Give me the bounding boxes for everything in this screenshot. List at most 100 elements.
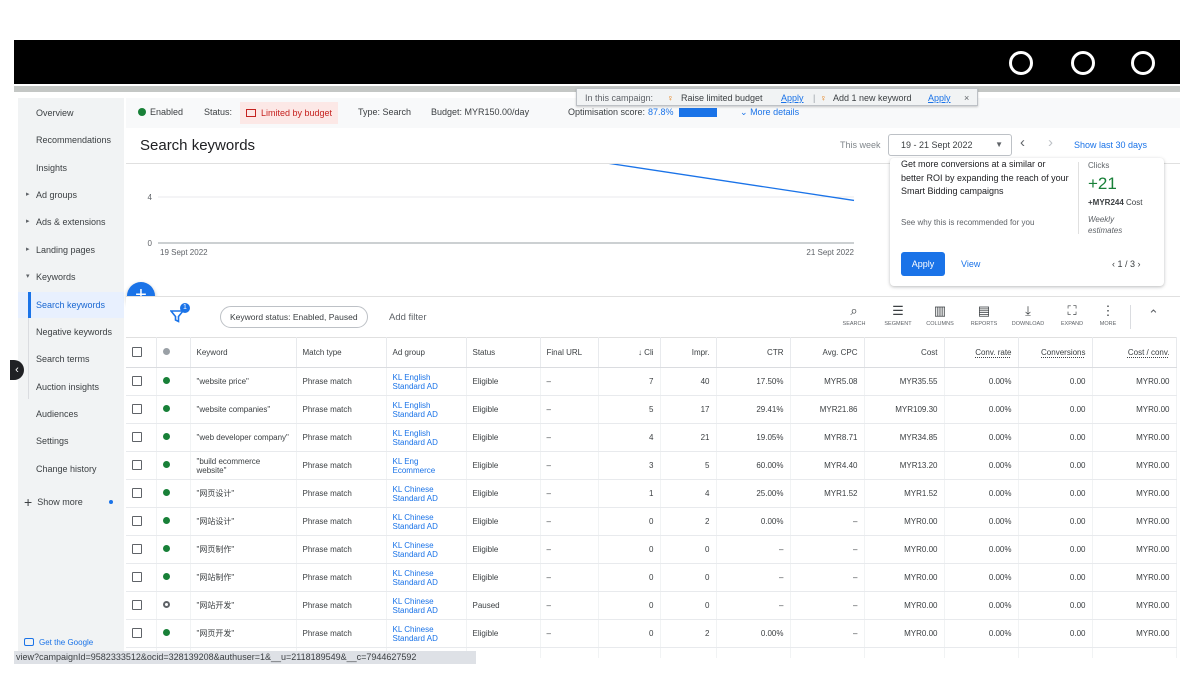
enabled-status-icon[interactable] (162, 545, 170, 552)
view-button[interactable]: View (961, 259, 981, 269)
keyword-status-filter-chip[interactable]: Keyword status: Enabled, Paused (220, 306, 368, 328)
row-checkbox[interactable] (132, 487, 142, 498)
column-header-cli[interactable]: ↓ Cli (598, 337, 661, 368)
more-button[interactable]: ⋮ MORE (1088, 303, 1128, 327)
cell-keyword[interactable]: "website price" (190, 367, 297, 396)
cell-ad-group[interactable]: KL Chinese Standard AD (386, 479, 467, 508)
sidebar-item-keywords[interactable]: ▾ Keywords (18, 264, 124, 290)
column-header-match-type[interactable]: Match type (296, 337, 387, 368)
circle-icon[interactable] (1009, 51, 1033, 75)
column-header-ctr[interactable]: CTR (716, 337, 791, 368)
row-checkbox[interactable] (132, 571, 142, 582)
column-header-final-url[interactable]: Final URL (540, 337, 599, 368)
table-row[interactable]: "网站开发" Phrase match KL Chinese Standard AD… (126, 591, 1177, 620)
cell-keyword[interactable]: "网页开发" (190, 619, 297, 648)
enabled-status-icon[interactable] (162, 377, 170, 384)
chevron-left-icon[interactable]: ‹ (1112, 259, 1115, 269)
search-button[interactable]: ⌕ SEARCH (834, 303, 874, 327)
table-row[interactable]: "网站制作" Phrase match KL Chinese Standard AD… (126, 563, 1177, 592)
cell-keyword[interactable]: "web developer company" (190, 423, 297, 452)
cell-ad-group[interactable]: KL English Standard AD (386, 395, 467, 424)
enabled-status-icon[interactable] (162, 405, 170, 412)
columns-button[interactable]: ▥ COLUMNS (920, 303, 960, 327)
paused-status-icon[interactable] (162, 601, 170, 608)
chevron-right-icon[interactable]: › (1048, 134, 1053, 151)
sidebar-item-ads-extensions[interactable]: ▸ Ads & extensions (18, 209, 124, 235)
row-checkbox[interactable] (132, 627, 142, 638)
column-header-cost[interactable]: Cost (864, 337, 945, 368)
sidebar-item-recommendations[interactable]: Recommendations (18, 127, 124, 153)
expand-button[interactable]: ⛶ EXPAND (1052, 303, 1092, 327)
sidebar-item-ad-groups[interactable]: ▸ Ad groups (18, 182, 124, 208)
cell-ad-group[interactable]: KL English Standard AD (386, 423, 467, 452)
cell-ad-group[interactable]: KL English Standard AD (386, 367, 467, 396)
table-row[interactable]: "website price" Phrase match KL English St… (126, 367, 1177, 396)
sidebar-item-overview[interactable]: Overview (18, 100, 124, 126)
table-row[interactable]: "网页开发" Phrase match KL Chinese Standard AD… (126, 619, 1177, 648)
table-row[interactable]: "website companies" Phrase match KL Englis… (126, 395, 1177, 424)
limited-by-budget-badge[interactable]: Limited by budget (240, 102, 339, 124)
sidebar-item-search-terms[interactable]: Search terms (18, 346, 124, 372)
sidebar-item-change-history[interactable]: Change history (18, 456, 124, 482)
enabled-status-icon[interactable] (162, 489, 170, 496)
cell-ad-group[interactable]: KL Chinese Standard AD (386, 619, 467, 648)
segment-button[interactable]: ☰ SEGMENT (878, 303, 918, 327)
cell-ad-group[interactable]: KL Chinese Standard AD (386, 563, 467, 592)
sidebar-item-insights[interactable]: Insights (18, 155, 124, 181)
more-details-link[interactable]: ⌄ More details (740, 107, 799, 118)
campaign-budget[interactable]: Budget: MYR150.00/day (431, 107, 530, 117)
select-all-checkbox[interactable] (132, 346, 142, 357)
date-range-select[interactable]: 19 - 21 Sept 2022 ▼ (888, 134, 1012, 156)
chevron-right-icon[interactable]: › (1137, 259, 1141, 269)
enabled-status-icon[interactable] (162, 433, 170, 440)
table-row[interactable]: "build ecommerce website" Phrase match KL … (126, 451, 1177, 480)
column-header-keyword[interactable]: Keyword (190, 337, 297, 368)
sidebar-item-settings[interactable]: Settings (18, 428, 124, 454)
enabled-status-icon[interactable] (162, 461, 170, 468)
column-header-impr[interactable]: Impr. (660, 337, 717, 368)
recommendation-why-link[interactable]: See why this is recommended for you (901, 218, 1035, 227)
column-header-status[interactable]: Status (466, 337, 541, 368)
table-row[interactable]: "网页制作" Phrase match KL Chinese Standard AD… (126, 535, 1177, 564)
get-app-link[interactable]: Get the Google (24, 638, 93, 647)
apply-button[interactable]: Apply (901, 252, 945, 276)
sidebar-item-negative-keywords[interactable]: Negative keywords (18, 319, 124, 345)
enabled-status-icon[interactable] (162, 517, 170, 524)
cell-ad-group[interactable]: KL Chinese Standard AD (386, 535, 467, 564)
row-checkbox[interactable] (132, 375, 142, 386)
enabled-status-icon[interactable] (162, 573, 170, 580)
table-row[interactable]: "网页设计" Phrase match KL Chinese Standard AD… (126, 479, 1177, 508)
cell-keyword[interactable]: "website companies" (190, 395, 297, 424)
circle-icon[interactable] (1131, 51, 1155, 75)
chevron-up-icon[interactable]: ⌃ (1148, 307, 1159, 322)
cell-keyword[interactable]: "网站制作" (190, 563, 297, 592)
column-header-cost-conv[interactable]: Cost / conv. (1092, 337, 1177, 368)
column-header-ad-group[interactable]: Ad group (386, 337, 467, 368)
cell-keyword[interactable]: "build ecommerce website" (190, 451, 297, 480)
download-button[interactable]: ⤓ DOWNLOAD (1008, 303, 1048, 327)
row-checkbox[interactable] (132, 543, 142, 554)
close-icon[interactable]: × (964, 93, 970, 103)
column-header-conv-rate[interactable]: Conv. rate (944, 337, 1019, 368)
cell-ad-group[interactable]: KL Chinese Standard AD (386, 591, 467, 620)
row-checkbox[interactable] (132, 431, 142, 442)
column-header-conversions[interactable]: Conversions (1018, 337, 1093, 368)
show-last-30-days-link[interactable]: Show last 30 days (1074, 140, 1148, 150)
circle-icon[interactable] (1071, 51, 1095, 75)
cell-ad-group[interactable]: KL Eng Ecommerce (386, 451, 467, 480)
add-filter-button[interactable]: Add filter (389, 312, 427, 323)
column-header-avg-cpc[interactable]: Avg. CPC (790, 337, 865, 368)
enabled-status[interactable]: Enabled (138, 107, 183, 117)
row-checkbox[interactable] (132, 599, 142, 610)
sidebar-item-landing-pages[interactable]: ▸ Landing pages (18, 237, 124, 263)
cell-keyword[interactable]: "网站开发" (190, 591, 297, 620)
cell-keyword[interactable]: "网页设计" (190, 479, 297, 508)
row-checkbox[interactable] (132, 515, 142, 526)
sidebar-item-search-keywords[interactable]: Search keywords (18, 292, 124, 318)
reports-button[interactable]: ▤ REPORTS (964, 303, 1004, 327)
collapse-sidebar-icon[interactable]: ‹ (10, 360, 24, 380)
apply-add-keyword-link[interactable]: Apply (928, 93, 951, 103)
sidebar-item-auction-insights[interactable]: Auction insights (18, 374, 124, 400)
table-row[interactable]: "web developer company" Phrase match KL En… (126, 423, 1177, 452)
cell-keyword[interactable]: "网站设计" (190, 507, 297, 536)
